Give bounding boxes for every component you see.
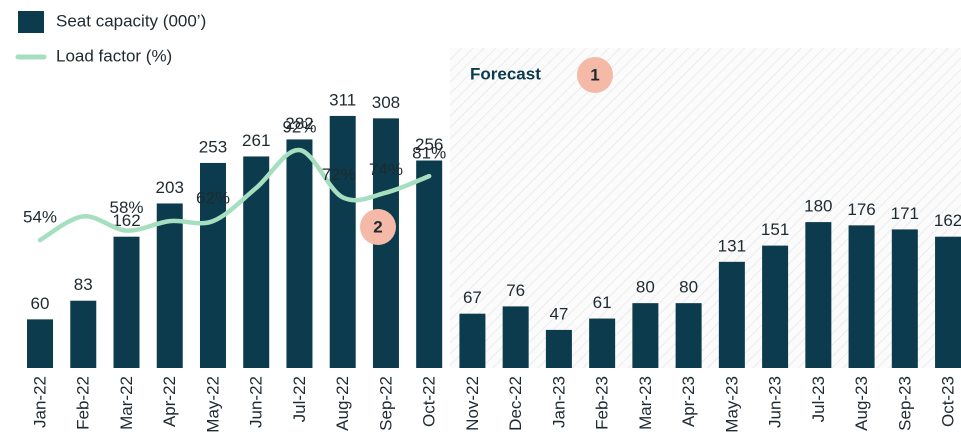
plot: Jan-22 Feb-22 Mar-22 Apr-22 May-22 Jun-22 Jul-… — [23, 90, 961, 433]
line-value-label: 74% — [369, 160, 403, 179]
badge — [577, 57, 613, 93]
bar-value-label: 80 — [636, 278, 655, 297]
legend-label: Seat capacity (000’) — [56, 11, 206, 30]
bar-value-label: 253 — [199, 137, 227, 156]
bar-value-label: 282 — [285, 114, 313, 133]
x-tick-label: Feb-23 — [593, 376, 612, 430]
bar — [286, 139, 313, 368]
line — [37, 147, 432, 243]
x-tick-label: Jan-23 — [549, 376, 568, 428]
bar — [632, 303, 659, 368]
line-value-label: 62% — [196, 189, 230, 208]
bar-value-label: 311 — [329, 90, 356, 109]
x-tick-label: Dec-22 — [506, 376, 525, 431]
forecast-region — [450, 48, 961, 368]
line-value-label: 58% — [109, 198, 143, 217]
bar — [459, 313, 486, 368]
x-tick-label: Jul-23 — [809, 376, 828, 422]
badge — [360, 209, 396, 245]
x-tick-label: Mar-23 — [636, 376, 655, 430]
bar — [805, 222, 832, 368]
x-tick-label: Oct-22 — [420, 376, 439, 427]
bar-value-label: 176 — [847, 200, 875, 219]
line-value-label: 54% — [23, 208, 57, 227]
line-value-label: 92% — [282, 118, 316, 137]
bar-value-label: 203 — [156, 178, 184, 197]
bar-value-label: 171 — [891, 204, 919, 223]
badge-label: 2 — [373, 217, 382, 236]
x-tick-label: Jan-22 — [31, 376, 50, 428]
bar — [70, 300, 97, 368]
bar-value-label: 308 — [372, 93, 400, 112]
legend-swatch — [18, 11, 44, 33]
bar — [27, 319, 54, 368]
bar — [935, 236, 961, 368]
bar — [243, 156, 270, 368]
x-tick-label: Feb-22 — [74, 376, 93, 430]
bar-value-label: 83 — [74, 275, 93, 294]
bar — [545, 329, 572, 368]
legend-label: Load factor (%) — [56, 46, 172, 65]
line-value-label: 72% — [322, 165, 356, 184]
bar — [416, 160, 443, 368]
bar — [113, 236, 140, 368]
bar-value-label: 261 — [242, 131, 270, 150]
bar — [718, 261, 745, 368]
forecast-label: Forecast — [470, 64, 541, 83]
x-tick-label: Oct-23 — [939, 376, 958, 427]
line-value-label: 81% — [412, 144, 446, 163]
bar — [891, 229, 918, 368]
bar-value-label: 256 — [415, 135, 443, 154]
badge-label: 1 — [590, 65, 599, 84]
bar-value-label: 162 — [934, 211, 961, 230]
x-tick-label: Aug-23 — [852, 376, 871, 431]
bar — [502, 306, 529, 368]
bar-value-label: 151 — [761, 220, 789, 239]
x-tick-label: Sep-22 — [376, 376, 395, 431]
x-tick-label: Nov-22 — [463, 376, 482, 431]
bar-value-label: 76 — [506, 281, 525, 300]
x-tick-label: Apr-23 — [679, 376, 698, 427]
bar-value-label: 61 — [593, 293, 612, 312]
bar — [675, 303, 702, 368]
x-tick-label: Sep-23 — [895, 376, 914, 431]
bar-value-label: 67 — [463, 288, 482, 307]
x-tick-label: Mar-22 — [117, 376, 136, 430]
bar — [589, 318, 616, 368]
bar — [762, 245, 789, 368]
x-tick-label: Jul-22 — [290, 376, 309, 422]
bar-value-label: 131 — [718, 236, 746, 255]
bar-value-label: 60 — [31, 294, 50, 313]
bar-value-label: 47 — [549, 304, 568, 323]
x-tick-label: Jun-22 — [247, 376, 266, 428]
bar — [156, 203, 183, 368]
x-tick-label: May-23 — [722, 376, 741, 433]
x-tick-label: Apr-22 — [160, 376, 179, 427]
x-tick-label: May-22 — [203, 376, 222, 433]
bar — [848, 225, 875, 368]
bar-value-label: 162 — [112, 211, 140, 230]
bar-value-label: 80 — [679, 278, 698, 297]
x-tick-label: Aug-22 — [333, 376, 352, 431]
bar — [329, 115, 356, 368]
bar — [199, 162, 226, 368]
bar-value-label: 180 — [804, 197, 832, 216]
x-tick-label: Jun-23 — [766, 376, 785, 428]
